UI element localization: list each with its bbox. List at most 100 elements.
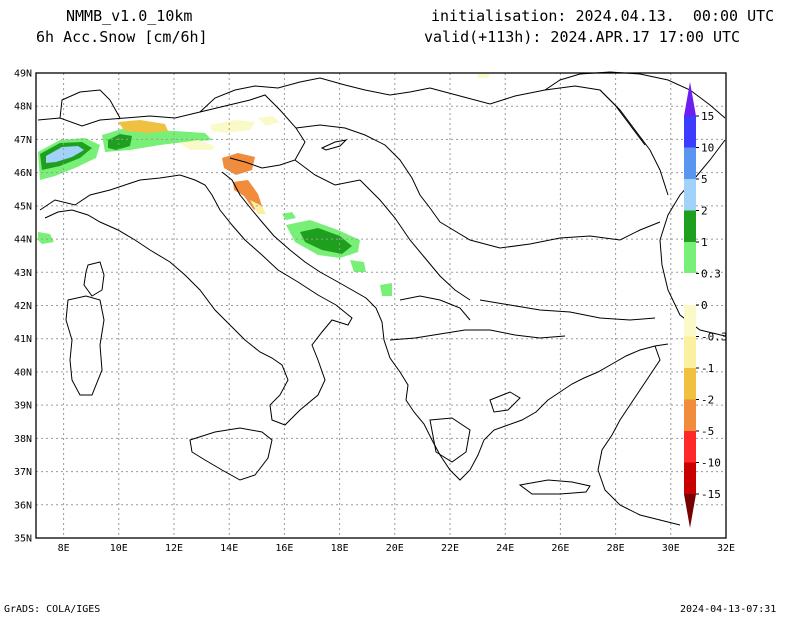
legend-label: 0 [701, 299, 708, 312]
coastline-sicily [189, 427, 273, 481]
border-greece-north [389, 329, 566, 341]
lat-tick-label: 36N [14, 500, 32, 511]
coastline-turkey-west [597, 345, 681, 526]
coastline-corsica [83, 261, 105, 297]
legend-swatch [684, 368, 696, 400]
lake-balaton [320, 139, 348, 151]
coastline-balkans [221, 171, 669, 481]
lon-tick-labels: 8E 10E 12E 14E 16E 18E 20E 22E 24E 26E 28E 30E 32E [58, 543, 735, 554]
legend-arrow-bottom [684, 494, 696, 528]
lon-tick-label: 30E [662, 543, 680, 554]
lat-tick-label: 35N [14, 534, 32, 545]
legend-label: -5 [701, 425, 714, 438]
coastline-italy [39, 174, 353, 426]
legend-label: 2 [701, 205, 708, 218]
snow-shading [38, 74, 490, 296]
lat-tick-label: 47N [14, 135, 32, 146]
snow-area-light-1 [180, 140, 215, 150]
coastline-evia [489, 391, 521, 413]
lon-tick-label: 28E [607, 543, 625, 554]
border-switzerland [59, 89, 121, 119]
map-figure: 8E 10E 12E 14E 16E 18E 20E 22E 24E 26E 28E 30E 32E 3… [14, 69, 735, 555]
lon-tick-label: 18E [331, 543, 349, 554]
snow-area-light-4 [477, 74, 490, 78]
footer-software: GrADS: COLA/IGES [4, 604, 101, 615]
lon-tick-label: 22E [441, 543, 459, 554]
snow-area-light-3 [258, 116, 280, 126]
snow-area-small-croatia [282, 212, 296, 220]
lat-tick-label: 40N [14, 367, 32, 378]
legend-label: 5 [701, 173, 708, 186]
border-bulgaria-south [479, 299, 656, 321]
legend-swatch [684, 210, 696, 242]
lat-tick-label: 49N [14, 69, 32, 80]
border-alps [37, 94, 306, 169]
legend-label: 10 [701, 142, 714, 155]
lat-tick-label: 48N [14, 102, 32, 113]
snow-area-alps-west-heavy [46, 146, 84, 163]
snow-area-montenegro [350, 260, 366, 272]
border-moldova [599, 89, 646, 146]
snow-area-albania-north [380, 283, 392, 296]
lon-tick-label: 16E [275, 543, 293, 554]
lon-tick-label: 8E [58, 543, 70, 554]
coastline-sardinia [65, 295, 105, 396]
snow-area-corsica-edge [38, 232, 54, 244]
legend-swatch [684, 399, 696, 431]
legend-swatch [683, 273, 697, 306]
border-austria-north [199, 77, 431, 113]
init-time: initialisation: 2024.04.13. 00:00 UTC [431, 7, 775, 25]
lat-tick-label: 38N [14, 434, 32, 445]
snow-area-orange-north [118, 120, 168, 133]
border-romania [429, 85, 669, 196]
lon-tick-label: 20E [386, 543, 404, 554]
legend-label: -10 [701, 457, 721, 470]
color-legend: 15 10 5 2 1 0.3 0 -0.3 -1 -2 -5 -10 -15 [683, 82, 728, 528]
legend-swatch [684, 147, 696, 179]
lon-tick-label: 14E [220, 543, 238, 554]
lon-tick-label: 10E [110, 543, 128, 554]
lat-tick-label: 42N [14, 301, 32, 312]
lon-tick-label: 24E [496, 543, 514, 554]
legend-label: 1 [701, 236, 708, 249]
legend-swatch [684, 116, 696, 148]
border-hungary [295, 124, 441, 223]
legend-label: 15 [701, 110, 714, 123]
lon-tick-label: 26E [551, 543, 569, 554]
lon-tick-label: 12E [165, 543, 183, 554]
snow-area-bosnia-core [300, 228, 352, 254]
field-title: 6h Acc.Snow [cm/6h] [36, 28, 208, 46]
border-serbia [359, 179, 471, 301]
valid-time: valid(+113h): 2024.APR.17 17:00 UTC [424, 28, 741, 46]
snow-area-alps-central-core [108, 134, 132, 150]
lat-tick-label: 37N [14, 467, 32, 478]
lat-tick-label: 39N [14, 401, 32, 412]
legend-arrow-top [684, 82, 696, 116]
legend-label: -0.3 [701, 331, 728, 344]
coastlines-borders [37, 71, 726, 526]
border-north-macedonia [399, 295, 471, 321]
legend-label: 0.3 [701, 268, 721, 281]
border-bosnia [294, 159, 361, 186]
legend-swatch [684, 242, 696, 274]
legend-swatch [684, 462, 696, 494]
map-frame [35, 72, 727, 539]
lat-tick-labels: 35N 36N 37N 38N 39N 40N 41N 42N 43N 44N 45N 46N 47N 4… [14, 69, 32, 545]
lat-tick-label: 46N [14, 168, 32, 179]
coastline-crete [518, 479, 591, 495]
lat-tick-label: 43N [14, 268, 32, 279]
model-title: NMMB_v1.0_10km [66, 7, 193, 25]
footer-timestamp: 2024-04-13-07:31 [680, 604, 777, 615]
snow-area-light-2 [210, 120, 255, 133]
lat-tick-label: 44N [14, 235, 32, 246]
coastline-peloponnese [429, 417, 471, 463]
snow-area-yellow-croatia [250, 200, 266, 214]
legend-swatch [684, 179, 696, 211]
legend-swatch [684, 336, 696, 368]
legend-label: -15 [701, 488, 721, 501]
legend-label: -1 [701, 362, 714, 375]
legend-swatch [684, 305, 696, 337]
border-ukraine [544, 71, 726, 119]
lat-tick-label: 45N [14, 201, 32, 212]
legend-label: -2 [701, 394, 714, 407]
